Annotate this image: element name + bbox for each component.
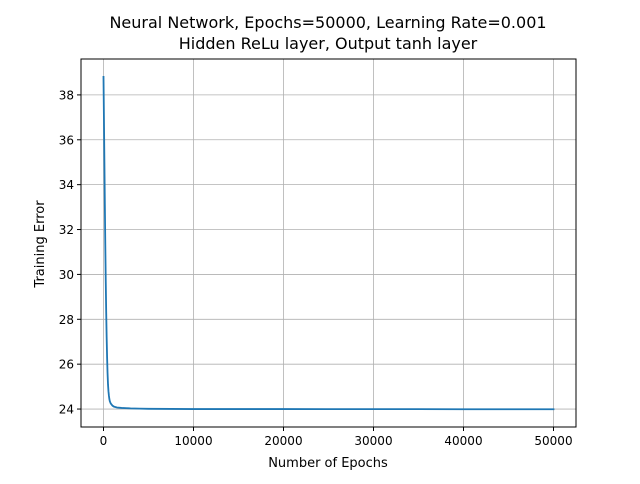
y-tick-label-6: 36 xyxy=(59,133,74,147)
x-axis-label: Number of Epochs xyxy=(268,456,388,471)
plot-frame xyxy=(80,58,577,428)
y-tick-label-1: 26 xyxy=(59,358,74,372)
grid xyxy=(81,59,576,427)
series-line-0 xyxy=(102,76,555,411)
x-tick-label-1: 10000 xyxy=(174,434,212,448)
x-tick-label-3: 30000 xyxy=(354,434,392,448)
y-axis-label: Training Error xyxy=(33,200,48,289)
ticks: 0 10000 20000 30000 40000 50000 24 26 28 30 32 34 36… xyxy=(59,88,573,448)
x-tick-label-0: 0 xyxy=(100,434,108,448)
x-tick-label-4: 40000 xyxy=(444,434,482,448)
y-tick-label-0: 24 xyxy=(59,403,74,417)
series-layer xyxy=(102,76,555,411)
x-tick-label-5: 50000 xyxy=(534,434,572,448)
y-tick-label-2: 28 xyxy=(59,313,74,327)
chart-title: Neural Network, Epochs=50000, Learning R… xyxy=(109,13,546,32)
y-tick-label-3: 30 xyxy=(59,268,74,282)
axes xyxy=(80,58,577,428)
y-tick-label-4: 32 xyxy=(59,223,74,237)
x-tick-label-2: 20000 xyxy=(264,434,302,448)
chart-subtitle: Hidden ReLu layer, Output tanh layer xyxy=(179,34,478,53)
y-tick-label-7: 38 xyxy=(59,88,74,102)
y-tick-label-5: 34 xyxy=(59,178,74,192)
